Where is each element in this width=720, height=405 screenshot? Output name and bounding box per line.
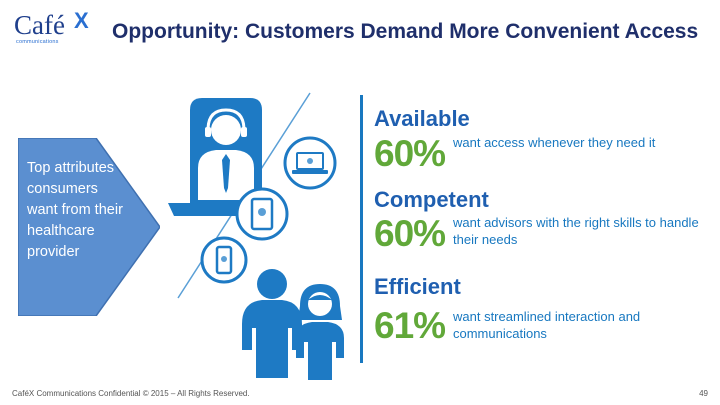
callout-arrow: Top attributes consumers want from their… [18, 138, 160, 316]
logo-x-mark: X [74, 8, 89, 33]
cafex-logo: Café X communications [14, 8, 96, 52]
logo-word: Café [14, 10, 65, 40]
item-available-percent: 60% [374, 133, 446, 174]
callout-arrow-shape [18, 138, 160, 316]
vertical-divider [360, 95, 363, 363]
illustration [160, 88, 360, 388]
page-number: 49 [699, 389, 708, 398]
callout-text: Top attributes consumers want from their… [27, 160, 123, 260]
item-competent-percent: 60% [374, 213, 446, 254]
tablet-icon [235, 187, 289, 241]
item-competent-description: want advisors with the right skills to h… [453, 215, 699, 247]
item-available-heading: Available [374, 106, 470, 131]
laptop-icon [283, 136, 337, 190]
item-competent-heading: Competent [374, 187, 489, 212]
customer-woman-icon [296, 284, 344, 380]
item-available-description: want access whenever they need it [453, 135, 656, 150]
slide-title: Opportunity: Customers Demand More Conve… [112, 20, 699, 43]
item-efficient-description: want streamlined interaction and communi… [453, 309, 641, 341]
logo-subtitle: communications [16, 39, 59, 45]
footer-confidential: CaféX Communications Confidential © 2015… [12, 389, 250, 398]
smartphone-icon [200, 236, 248, 284]
customer-man-icon [242, 269, 302, 378]
item-efficient-heading: Efficient [374, 274, 461, 299]
item-efficient-percent: 61% [374, 305, 446, 346]
